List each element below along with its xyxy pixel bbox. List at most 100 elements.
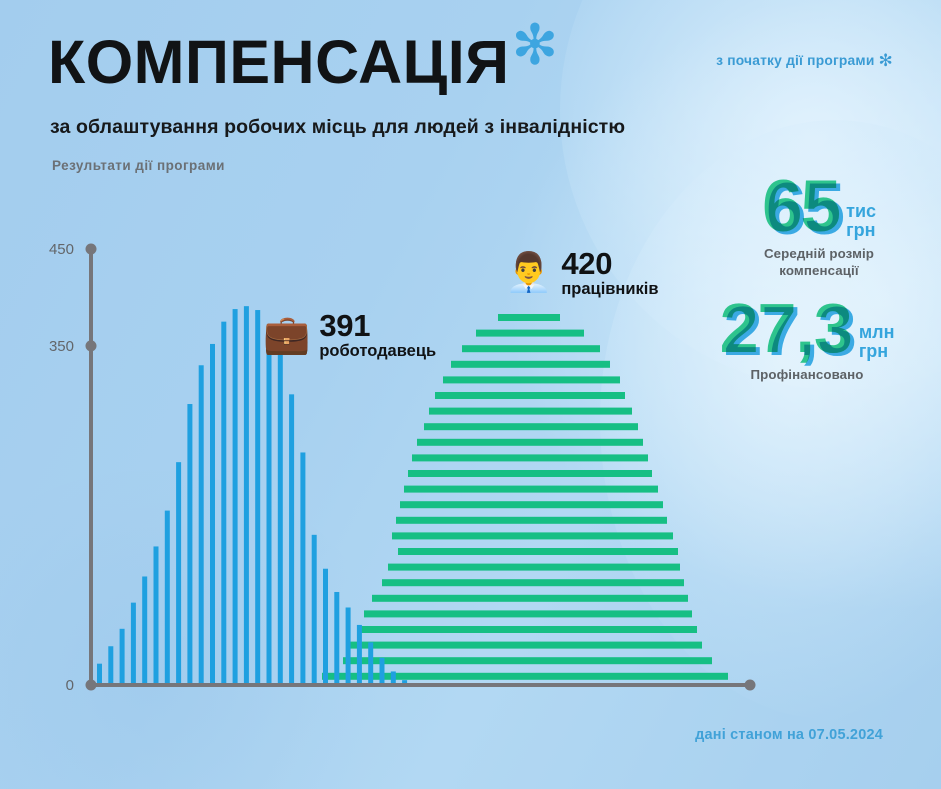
vertical-bar (379, 657, 385, 685)
data-as-of-date: дані станом на 07.05.2024 (695, 727, 883, 743)
callout-employers-value: 391 (319, 308, 371, 343)
vertical-bar (289, 394, 295, 685)
horizontal-bar (429, 407, 632, 415)
vertical-bar (130, 602, 136, 685)
vertical-bar-series (97, 306, 408, 685)
horizontal-bar (343, 657, 712, 665)
vertical-bar (153, 546, 159, 685)
vertical-bar (142, 576, 148, 685)
vertical-bar (232, 309, 238, 685)
page-title: КОМПЕНСАЦІЯ ✻ (48, 17, 558, 96)
stat-funded-value: 27,3 27,3 (720, 293, 857, 366)
since-program-label: з початку дії програми (716, 53, 875, 68)
callout-employers-text: 391 роботодавець (319, 310, 436, 359)
vertical-bar (164, 510, 170, 685)
horizontal-bar (435, 392, 625, 399)
stat-average-caption-line2: компенсації (779, 262, 859, 278)
vertical-bar (277, 350, 283, 685)
callout-workers: 👨‍💼 420 працівників (505, 248, 659, 297)
callout-employers-label: роботодавець (319, 341, 437, 360)
horizontal-bar (476, 329, 584, 337)
stat-average-row: 65 65 тис грн (700, 170, 938, 246)
callout-workers-label: працівників (561, 279, 659, 298)
vertical-bar (198, 365, 204, 685)
callout-workers-value: 420 (561, 246, 613, 281)
y-axis-tick-label: 0 (66, 677, 74, 694)
section-eyebrow: Результати дії програми (52, 158, 225, 173)
horizontal-bar (424, 423, 638, 431)
horizontal-bar (322, 672, 728, 680)
vertical-bar (334, 591, 340, 685)
stat-funded-unit-line2: грн (858, 341, 889, 362)
vertical-bar (368, 642, 374, 685)
stat-funded-value-base: 27,3 (719, 289, 853, 367)
vertical-bar (210, 343, 215, 685)
horizontal-bar (372, 594, 688, 602)
horizontal-bar (400, 501, 663, 509)
vertical-bar (97, 663, 102, 685)
stat-average-caption: Середній розмір компенсації (700, 246, 938, 278)
briefcase-icon: 💼 (263, 313, 311, 356)
since-program-note: з початку дії програми ✻ (716, 51, 893, 71)
vertical-bar (119, 628, 125, 685)
horizontal-bar (398, 548, 678, 555)
stat-average-value-base: 65 (761, 166, 841, 247)
stat-funded-row: 27,3 27,3 млн грн (676, 293, 938, 366)
horizontal-bar (388, 563, 680, 571)
vertical-bar (345, 607, 351, 685)
vertical-bar (187, 404, 193, 685)
horizontal-bar (462, 345, 600, 353)
vertical-bar (266, 326, 272, 685)
vertical-bar (323, 568, 328, 685)
horizontal-bar (358, 626, 697, 633)
stat-average-caption-line1: Середній розмір (763, 246, 875, 262)
vertical-bar (390, 671, 396, 685)
callout-workers-text: 420 працівників (561, 248, 658, 297)
chart-tick-labels: 0 350 450 (49, 241, 756, 694)
vertical-bar (221, 321, 227, 685)
vertical-bar (255, 310, 261, 685)
horizontal-bar (404, 485, 658, 493)
stat-average-compensation: 65 65 тис грн Середній розмір компенсаці… (700, 170, 938, 279)
horizontal-bar (396, 516, 667, 524)
asterisk-icon-small: ✻ (878, 51, 893, 70)
horizontal-bar (417, 438, 643, 446)
stat-average-value-overlay: 65 (765, 169, 845, 250)
stat-funded-caption: Профінансовано (676, 367, 938, 383)
stat-funded-unit: млн грн (859, 295, 895, 362)
horizontal-bar (364, 610, 692, 618)
vertical-bar (108, 646, 114, 685)
x-axis-end-dot (744, 679, 756, 691)
vertical-bar (311, 534, 317, 685)
vertical-bar (402, 680, 408, 685)
stat-funded-total: 27,3 27,3 млн грн Профінансовано (676, 293, 938, 383)
vertical-bar (176, 462, 182, 685)
y-axis-tick-label: 450 (49, 241, 74, 258)
axis-tick-dot (85, 679, 97, 691)
horizontal-bar (443, 376, 620, 384)
vertical-bar (356, 624, 362, 685)
stat-funded-caption-line1: Профінансовано (750, 366, 864, 382)
title-text: КОМПЕНСАЦІЯ (48, 28, 510, 96)
horizontal-bar (408, 470, 652, 477)
stat-average-unit: тис грн (846, 172, 876, 241)
callout-employers: 💼 391 роботодавець (263, 310, 436, 359)
y-axis-tick-label: 350 (49, 338, 74, 355)
stat-funded-value-overlay: 27,3 (723, 292, 857, 370)
office-worker-icon: 👨‍💼 (505, 251, 553, 294)
horizontal-bar-series (322, 314, 728, 680)
page-subtitle: за облаштування робочих місць для людей … (50, 116, 626, 138)
horizontal-bar (382, 579, 684, 587)
asterisk-icon: ✻ (511, 13, 559, 76)
stat-average-value: 65 65 (762, 170, 845, 246)
stat-funded-unit-line1: млн (858, 322, 895, 342)
vertical-bar (300, 452, 306, 685)
horizontal-bar (451, 360, 610, 368)
horizontal-bar (392, 532, 673, 540)
horizontal-bar (498, 314, 560, 321)
stat-average-unit-line2: грн (846, 220, 876, 241)
stat-average-unit-line1: тис (846, 201, 877, 221)
vertical-bar (243, 306, 249, 685)
background-glow-bottom-left (0, 470, 390, 789)
